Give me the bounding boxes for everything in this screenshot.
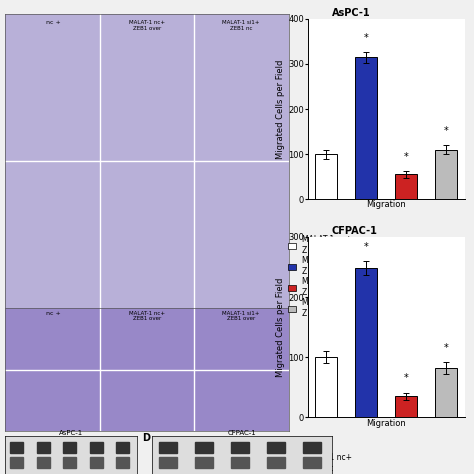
Bar — [395, 396, 417, 417]
Bar — [36, 457, 50, 468]
Bar — [159, 457, 177, 468]
Legend: MALAT-1 nc+
ZEB1 nc, MALAT-1 nc+
ZEB1 over, MALAT-1 si1+
ZEB1 nc, MALAT-1 si1+
Z: MALAT-1 nc+ ZEB1 nc, MALAT-1 nc+ ZEB1 ov… — [289, 453, 354, 474]
Bar — [116, 442, 129, 453]
Bar — [10, 442, 23, 453]
Text: AsPC-1: AsPC-1 — [331, 8, 370, 18]
Bar — [436, 150, 457, 199]
Text: nc +: nc + — [46, 20, 61, 25]
Text: *: * — [444, 343, 449, 353]
Text: MALAT-1 nc+
ZEB1 over: MALAT-1 nc+ ZEB1 over — [129, 20, 165, 31]
X-axis label: Migration: Migration — [366, 419, 406, 428]
Legend: MALAT-1 nc+
ZEB1 nc, MALAT-1 nc+
ZEB1 over, MALAT-1 si1+
ZEB1 nc, MALAT-1 si1+
Z: MALAT-1 nc+ ZEB1 nc, MALAT-1 nc+ ZEB1 ov… — [289, 235, 354, 318]
Bar — [195, 442, 213, 453]
Title: AsPC-1: AsPC-1 — [59, 430, 83, 436]
Bar — [436, 368, 457, 417]
Text: *: * — [404, 152, 409, 162]
Bar — [63, 457, 76, 468]
Bar — [267, 442, 285, 453]
Text: MALAT-1 si1+
ZEB1 nc: MALAT-1 si1+ ZEB1 nc — [222, 20, 260, 31]
X-axis label: Migration: Migration — [366, 201, 406, 210]
Y-axis label: Migrated Cells per Field: Migrated Cells per Field — [276, 59, 285, 159]
Bar — [267, 457, 285, 468]
Text: D: D — [142, 433, 150, 443]
Bar — [10, 457, 23, 468]
Bar — [159, 442, 177, 453]
Bar — [303, 442, 321, 453]
Text: *: * — [364, 33, 369, 43]
Text: MALAT-1 nc+
ZEB1 over: MALAT-1 nc+ ZEB1 over — [129, 310, 165, 321]
Text: CFPAC-1: CFPAC-1 — [331, 226, 377, 236]
Text: nc +: nc + — [46, 310, 61, 316]
Bar — [36, 442, 50, 453]
Bar — [356, 268, 377, 417]
Bar — [231, 457, 249, 468]
Bar — [315, 357, 337, 417]
Text: *: * — [404, 374, 409, 383]
Bar — [90, 442, 103, 453]
Text: *: * — [444, 126, 449, 136]
Y-axis label: Migrated Cells per Field: Migrated Cells per Field — [276, 277, 285, 377]
Bar — [303, 457, 321, 468]
Text: *: * — [364, 242, 369, 252]
Bar — [90, 457, 103, 468]
Bar — [195, 457, 213, 468]
Bar — [116, 457, 129, 468]
Bar — [63, 442, 76, 453]
Title: CFPAC-1: CFPAC-1 — [228, 430, 256, 436]
Bar — [395, 174, 417, 199]
Bar — [231, 442, 249, 453]
Text: MALAT-1 si1+
ZEB1 over: MALAT-1 si1+ ZEB1 over — [222, 310, 260, 321]
Bar — [315, 154, 337, 199]
Bar — [356, 57, 377, 199]
